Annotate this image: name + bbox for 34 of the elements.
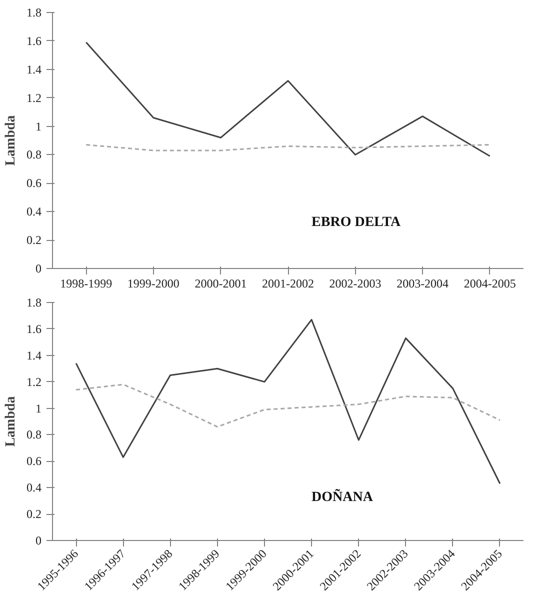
x-tick-label: 2004-2005 bbox=[464, 276, 516, 290]
line-series bbox=[85, 42, 491, 157]
y-tick-label: 0.8 bbox=[26, 148, 42, 162]
y-tick-label: 1.8 bbox=[26, 296, 42, 310]
y-tick-label: 1.6 bbox=[26, 322, 42, 336]
y-tick-label: 0.4 bbox=[26, 480, 42, 495]
y-tick-label: 1.2 bbox=[26, 374, 42, 389]
x-tick-label: 2001-2002 bbox=[262, 276, 314, 290]
x-tick-label: 1999-2000 bbox=[127, 276, 180, 290]
y-tick-label: 0.6 bbox=[26, 454, 42, 468]
annotation: EBRO DELTA bbox=[312, 215, 402, 230]
line-series bbox=[75, 318, 501, 484]
y-tick-label: 1.6 bbox=[26, 34, 42, 48]
y-tick-label: 0 bbox=[36, 262, 42, 276]
x-tick-label: 1998-1999 bbox=[60, 276, 112, 290]
y-tick-label: 1 bbox=[36, 119, 42, 134]
y-axis-title: Lambda bbox=[4, 115, 18, 166]
x-tick-label: 2003-2004 bbox=[396, 276, 449, 290]
y-tick-label: 0 bbox=[36, 534, 42, 548]
y-tick-label: 0.2 bbox=[26, 507, 42, 522]
y-tick-label: 0.8 bbox=[26, 428, 42, 442]
y-axis-title: Lambda bbox=[4, 396, 18, 447]
y-tick-label: 1.8 bbox=[26, 6, 42, 20]
y-tick-label: 1.4 bbox=[26, 348, 42, 362]
y-tick-label: 0.6 bbox=[26, 176, 42, 190]
y-tick-label: 1.2 bbox=[26, 90, 42, 105]
line-series bbox=[75, 384, 501, 428]
x-tick-label: 2002-2003 bbox=[329, 276, 382, 290]
y-tick-label: 0.4 bbox=[26, 204, 42, 219]
x-tick-label: 2000-2001 bbox=[194, 276, 247, 290]
annotation: DOÑANA bbox=[312, 488, 374, 505]
y-tick-label: 1 bbox=[36, 401, 42, 416]
y-tick-label: 0.2 bbox=[26, 233, 42, 248]
y-tick-label: 1.4 bbox=[26, 62, 42, 76]
